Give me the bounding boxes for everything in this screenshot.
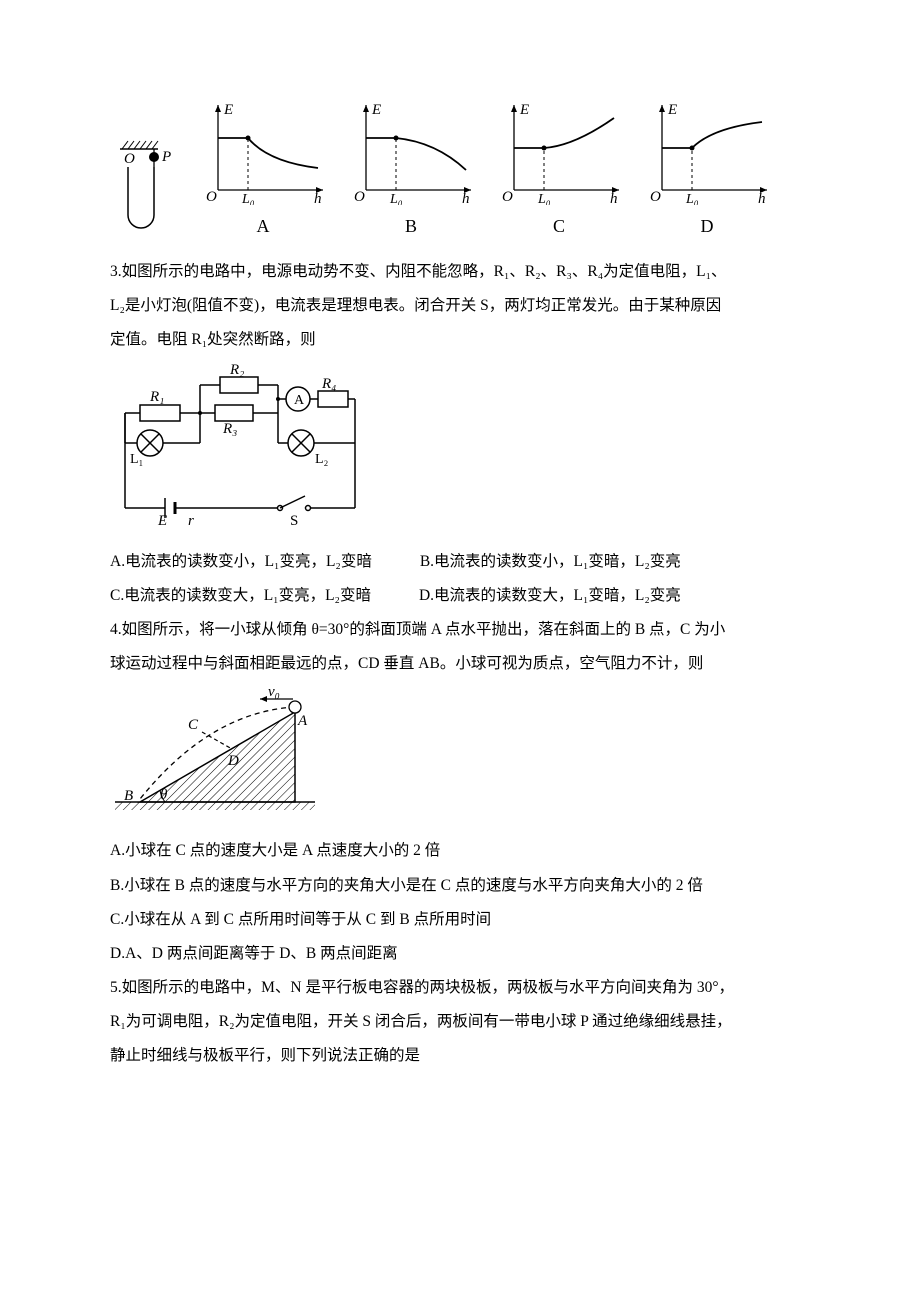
q4-A: A <box>297 713 308 729</box>
circ-E: E <box>157 513 167 528</box>
pendulum-svg: O P <box>110 137 180 247</box>
axis-E: E <box>223 102 233 118</box>
axis-L0: L₀ <box>241 192 255 205</box>
graph-B-label: B <box>405 207 417 247</box>
q5-stem-1: 5.如图所示的电路中，M、N 是平行板电容器的两块极板，两极板与水平方向间夹角为… <box>110 971 810 1005</box>
circ-R2: R₂ <box>229 363 244 378</box>
graph-C-svg: E O L₀ h <box>494 100 624 205</box>
circ-L1: L₁ <box>130 452 143 467</box>
pendulum-block: O P <box>110 137 180 247</box>
q3-stem-1: 3.如图所示的电路中，电源电动势不变、内阻不能忽略，R₁、R₂、R₃、R₄为定值… <box>110 255 810 289</box>
axis-h-b: h <box>462 191 470 205</box>
graph-D-block: E O L₀ h D <box>642 100 772 247</box>
circ-S: S <box>290 513 298 528</box>
axis-O-d: O <box>650 189 661 205</box>
q3-optC: C.电流表的读数变大，L₁变亮，L₂变暗 <box>110 579 371 613</box>
axis-O-b: O <box>354 189 365 205</box>
axis-h: h <box>314 191 322 205</box>
axis-h-c: h <box>610 191 618 205</box>
circ-R4: R₄ <box>321 376 336 392</box>
graph-A-svg: E O L₀ h <box>198 100 328 205</box>
q4-optA: A.小球在 C 点的速度大小是 A 点速度大小的 2 倍 <box>110 834 810 868</box>
graph-D-svg: E O L₀ h <box>642 100 772 205</box>
q5-stem-3: 静止时细线与极板平行，则下列说法正确的是 <box>110 1039 810 1073</box>
graph-A-block: E O L₀ h A <box>198 100 328 247</box>
circ-R1: R₁ <box>149 389 164 405</box>
axis-O: O <box>206 189 217 205</box>
q4-C: C <box>188 717 199 733</box>
q3-circuit-svg: R₁ R₂ R₃ R₄ A L₁ L₂ E r S <box>110 363 360 528</box>
axis-O-c: O <box>502 189 513 205</box>
q3-optA: A.电流表的读数变小，L₁变亮，L₂变暗 <box>110 545 372 579</box>
axis-L0-c: L₀ <box>537 192 551 205</box>
q3-stem-3: 定值。电阻 R₁处突然断路，则 <box>110 323 810 357</box>
axis-E-d: E <box>667 102 677 118</box>
graph-B-svg: E O L₀ h <box>346 100 476 205</box>
q4-optC: C.小球在从 A 到 C 点所用时间等于从 C 到 B 点所用时间 <box>110 903 810 937</box>
pendulum-O: O <box>124 151 135 167</box>
q3-stem-2: L₂是小灯泡(阻值不变)，电流表是理想电表。闭合开关 S，两灯均正常发光。由于某… <box>110 289 810 323</box>
q4-diagram: v₀ A B C D θ <box>110 687 810 830</box>
q4-optB: B.小球在 B 点的速度与水平方向的夹角大小是在 C 点的速度与水平方向夹角大小… <box>110 869 810 903</box>
circ-r: r <box>188 513 194 528</box>
q4-stem-2: 球运动过程中与斜面相距最远的点，CD 垂直 AB。小球可视为质点，空气阻力不计，… <box>110 647 810 681</box>
graph-C-label: C <box>553 207 565 247</box>
axis-E-c: E <box>519 102 529 118</box>
graph-B-block: E O L₀ h B <box>346 100 476 247</box>
q3-circuit: R₁ R₂ R₃ R₄ A L₁ L₂ E r S <box>110 363 810 541</box>
graph-A-label: A <box>257 207 270 247</box>
circ-L2: L₂ <box>315 452 329 467</box>
q3-opts-row1: A.电流表的读数变小，L₁变亮，L₂变暗 B.电流表的读数变小，L₁变暗，L₂变… <box>110 545 810 579</box>
axis-L0-d: L₀ <box>685 192 699 205</box>
axis-L0-b: L₀ <box>389 192 403 205</box>
graph-D-label: D <box>701 207 714 247</box>
axis-h-d: h <box>758 191 766 205</box>
q4-optD: D.A、D 两点间距离等于 D、B 两点间距离 <box>110 937 810 971</box>
page-root: O P E O L₀ h <box>0 0 920 1133</box>
q4-svg: v₀ A B C D θ <box>110 687 320 817</box>
graph-row: O P E O L₀ h <box>110 100 810 247</box>
pendulum-P: P <box>161 149 171 165</box>
graph-C-block: E O L₀ h C <box>494 100 624 247</box>
circ-A: A <box>294 393 305 408</box>
q4-D: D <box>227 753 239 769</box>
q5-stem-2: R₁为可调电阻，R₂为定值电阻，开关 S 闭合后，两板间有一带电小球 P 通过绝… <box>110 1005 810 1039</box>
q4-stem-1: 4.如图所示，将一小球从倾角 θ=30°的斜面顶端 A 点水平抛出，落在斜面上的… <box>110 613 810 647</box>
axis-E-b: E <box>371 102 381 118</box>
q4-B: B <box>124 788 133 804</box>
q3-optB: B.电流表的读数变小，L₁变暗，L₂变亮 <box>420 545 681 579</box>
q3-opts-row2: C.电流表的读数变大，L₁变亮，L₂变暗 D.电流表的读数变大，L₁变暗，L₂变… <box>110 579 810 613</box>
q4-v0: v₀ <box>268 687 280 700</box>
circ-R3: R₃ <box>222 421 237 437</box>
q3-optD: D.电流表的读数变大，L₁变暗，L₂变亮 <box>419 579 681 613</box>
